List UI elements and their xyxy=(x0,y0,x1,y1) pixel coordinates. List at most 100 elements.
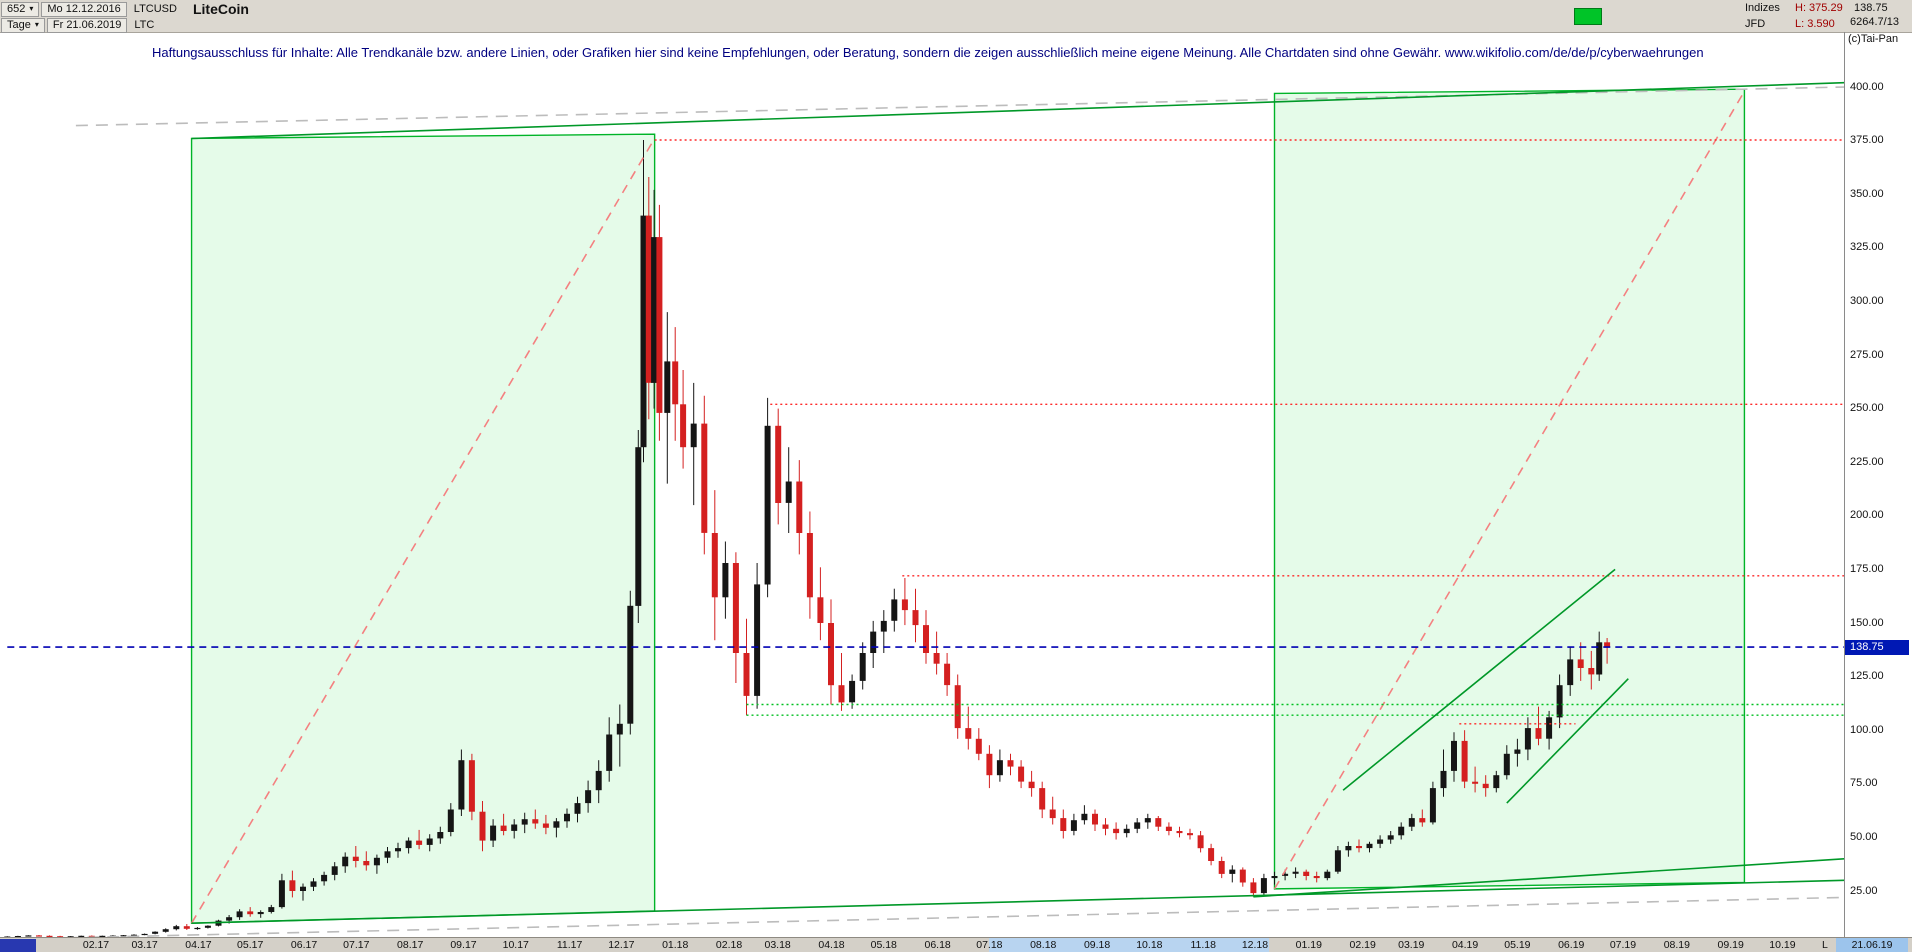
time-tick-label: 02.18 xyxy=(715,939,743,951)
candle-body xyxy=(870,631,877,653)
candle-body xyxy=(1197,835,1204,849)
candle-body xyxy=(1493,775,1500,789)
candle-body xyxy=(1482,783,1489,789)
candle-body xyxy=(78,935,85,937)
time-tick-label: 05.19 xyxy=(1504,939,1531,951)
time-tick-label: 04.17 xyxy=(185,939,212,951)
candle-body xyxy=(342,856,349,867)
candle-body xyxy=(1377,839,1384,844)
price-tick-label: 250.00 xyxy=(1850,402,1884,415)
candle-body xyxy=(511,824,518,831)
candle-body xyxy=(310,881,317,887)
price-axis: 138.75 6264.7/13 (c)Tai-Pan 138.75 400.0… xyxy=(1844,0,1912,937)
candle-body xyxy=(986,753,993,776)
time-tick-label: 03.19 xyxy=(1398,939,1425,951)
time-tick-label: 09.19 xyxy=(1717,939,1744,951)
candle-body xyxy=(405,840,412,849)
gray-channel-top xyxy=(75,86,1844,127)
period-dropdown[interactable]: Tage ▾ xyxy=(1,17,45,33)
time-axis[interactable]: L 21.06.19 02.17 03.17 04.17 05.17 06.17 07.1… xyxy=(0,937,1912,952)
candle-body xyxy=(1535,728,1542,739)
candle-body xyxy=(1060,818,1067,831)
candle-body xyxy=(247,911,254,915)
candle-body xyxy=(1049,809,1056,819)
last-bar-date: 21.06.19 xyxy=(1836,938,1908,952)
candle-body xyxy=(363,861,370,866)
time-tick-label: 08.19 xyxy=(1663,939,1690,951)
time-tick-label: 05.18 xyxy=(870,939,897,951)
candle-body xyxy=(1588,668,1595,675)
candle-body xyxy=(1303,871,1310,876)
candle-body xyxy=(36,935,42,937)
last-price-tag: 138.75 xyxy=(1845,639,1909,655)
candle-body xyxy=(764,425,771,585)
candle-body xyxy=(183,926,190,929)
end-date-field[interactable]: Fr 21.06.2019 xyxy=(46,17,128,33)
candle-body xyxy=(635,447,642,606)
candle-body xyxy=(806,533,813,598)
chevron-down-icon: ▾ xyxy=(29,4,34,13)
price-tick-label: 125.00 xyxy=(1850,670,1884,683)
scrollbar-fragment[interactable] xyxy=(0,939,36,952)
candle-body xyxy=(300,886,306,891)
candle-body xyxy=(152,931,159,934)
candle-body xyxy=(1324,871,1331,879)
candle-body xyxy=(1345,846,1352,851)
time-tick-label: 10.18 xyxy=(1136,939,1163,951)
candle-body xyxy=(1596,642,1603,675)
candle-body xyxy=(1018,766,1025,782)
axis-highlight-band xyxy=(989,938,1270,952)
candle-body xyxy=(46,935,53,937)
time-tick-label: 07.17 xyxy=(343,939,370,951)
candle-body xyxy=(373,857,380,866)
candle-body xyxy=(901,599,908,611)
candle-body xyxy=(606,734,613,771)
candle-body xyxy=(25,935,32,937)
wedge-lower-2019 xyxy=(1506,678,1629,804)
candle-body xyxy=(1007,760,1014,767)
candle-body xyxy=(352,856,359,861)
green-resistance-long xyxy=(191,81,1844,140)
time-tick-label: 10.17 xyxy=(502,939,529,951)
time-tick-label: 06.19 xyxy=(1558,939,1585,951)
red-diagonal-2019 xyxy=(1273,90,1746,890)
candle-body xyxy=(500,825,507,831)
candle-body xyxy=(880,620,887,632)
candle-body xyxy=(236,911,243,918)
candle-body xyxy=(542,823,549,828)
last-price-readout: 138.75 xyxy=(1854,2,1888,14)
candle-body xyxy=(574,803,581,814)
candle-body xyxy=(1366,843,1373,849)
candle-body xyxy=(996,760,1003,776)
time-tick-label: 06.17 xyxy=(290,939,318,951)
price-tick-label: 225.00 xyxy=(1850,455,1884,468)
time-tick-label: 05.17 xyxy=(237,939,264,951)
candle-body xyxy=(57,936,64,937)
time-tick-label: 10.19 xyxy=(1769,939,1796,951)
candle-body xyxy=(743,653,750,696)
time-tick-label: 08.17 xyxy=(397,939,424,951)
candle-body xyxy=(1440,770,1447,789)
indizes-label: Indizes xyxy=(1745,2,1780,14)
price-tick-label: 375.00 xyxy=(1850,134,1884,147)
chart-number-dropdown[interactable]: 652 ▾ xyxy=(1,1,40,17)
candle-body xyxy=(1514,749,1521,754)
start-date-field[interactable]: Mo 12.12.2016 xyxy=(41,1,127,17)
candle-body xyxy=(933,653,940,664)
candle-body xyxy=(1292,871,1299,874)
candle-body xyxy=(732,563,739,653)
price-tick-label: 25.00 xyxy=(1850,884,1878,897)
candle-body xyxy=(1144,818,1151,823)
candle-body xyxy=(1113,828,1120,834)
candle-body xyxy=(67,936,74,937)
price-tick-label: 400.00 xyxy=(1850,80,1884,93)
candle-body xyxy=(173,926,180,930)
candle-body xyxy=(1260,878,1267,894)
green-support-long xyxy=(191,879,1844,924)
toolbar: 652 ▾ Mo 12.12.2016 LTCUSD LiteCoin Tage… xyxy=(0,0,1912,33)
time-tick-label: 08.18 xyxy=(1030,939,1057,951)
candle-body xyxy=(1229,869,1236,874)
candle-body xyxy=(1387,835,1394,840)
